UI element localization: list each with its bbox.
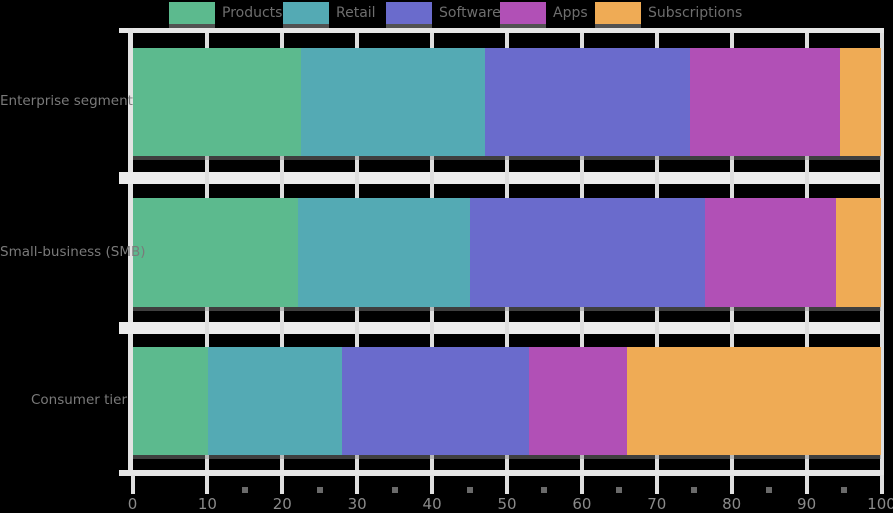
x-minor-tick: [766, 487, 773, 493]
bar-segment: [342, 347, 530, 455]
x-tick-label: 10: [197, 495, 217, 513]
x-tick: [804, 475, 809, 494]
x-tick: [729, 475, 734, 494]
legend-swatch: [169, 2, 215, 24]
bar-segment: [133, 198, 298, 307]
legend-label: Retail: [336, 5, 376, 21]
legend-label: Products: [222, 5, 283, 21]
x-minor-tick: [241, 487, 248, 493]
axis-spine-bottom: [119, 470, 884, 476]
bar-row: [133, 48, 881, 156]
x-tick-label: 40: [422, 495, 442, 513]
bar-segment: [133, 347, 208, 455]
bar-row: [133, 347, 881, 455]
category-label: Consumer tier: [30, 392, 127, 408]
row-separator: [119, 172, 881, 184]
x-tick-label: 50: [497, 495, 517, 513]
x-tick-label: 30: [347, 495, 367, 513]
x-minor-tick: [391, 487, 398, 493]
x-tick: [579, 475, 584, 494]
legend-swatch: [500, 2, 546, 24]
bar-segment: [626, 347, 881, 455]
x-tick: [430, 475, 435, 494]
x-tick: [505, 475, 509, 494]
bar-segment: [301, 48, 485, 156]
x-minor-tick: [691, 487, 698, 493]
bar-segment: [207, 347, 343, 455]
bar-row: [133, 198, 881, 307]
category-label: Small-business (SMB): [0, 243, 146, 260]
bar-segment: [297, 198, 470, 307]
category-label: Enterprise segment: [0, 93, 133, 109]
legend-swatch: [595, 2, 641, 24]
x-minor-tick: [466, 487, 473, 493]
legend-label: Apps: [553, 5, 588, 21]
x-minor-tick: [616, 487, 623, 493]
x-tick: [130, 475, 135, 494]
x-tick-label: 0: [127, 495, 138, 513]
bar-segment: [469, 198, 706, 307]
legend-swatch: [386, 2, 432, 24]
bar-segment: [529, 347, 627, 455]
x-tick-label: 80: [722, 495, 742, 513]
bar-segment: [836, 198, 881, 307]
x-tick: [879, 475, 884, 494]
x-minor-tick: [316, 487, 323, 493]
gridline: [879, 33, 884, 470]
bar-segment: [133, 48, 302, 156]
x-tick: [205, 475, 210, 494]
bar-segment: [705, 198, 837, 307]
row-separator: [119, 322, 881, 334]
x-tick: [355, 475, 360, 494]
bar-segment: [690, 48, 840, 156]
bar-segment: [839, 48, 881, 156]
axis-spine-left: [128, 28, 133, 476]
x-minor-tick: [841, 487, 848, 493]
axis-spine-top: [119, 28, 884, 33]
legend-label: Software: [439, 5, 501, 21]
x-tick: [280, 475, 285, 494]
x-tick-label: 100: [867, 495, 893, 513]
x-tick: [654, 475, 659, 494]
x-tick-label: 70: [647, 495, 667, 513]
x-tick-label: 90: [797, 495, 817, 513]
x-tick-label: 20: [272, 495, 292, 513]
x-tick-label: 60: [572, 495, 592, 513]
bar-segment: [484, 48, 691, 156]
legend-label: Subscriptions: [648, 5, 743, 21]
legend-swatch: [283, 2, 329, 24]
x-minor-tick: [541, 487, 548, 493]
